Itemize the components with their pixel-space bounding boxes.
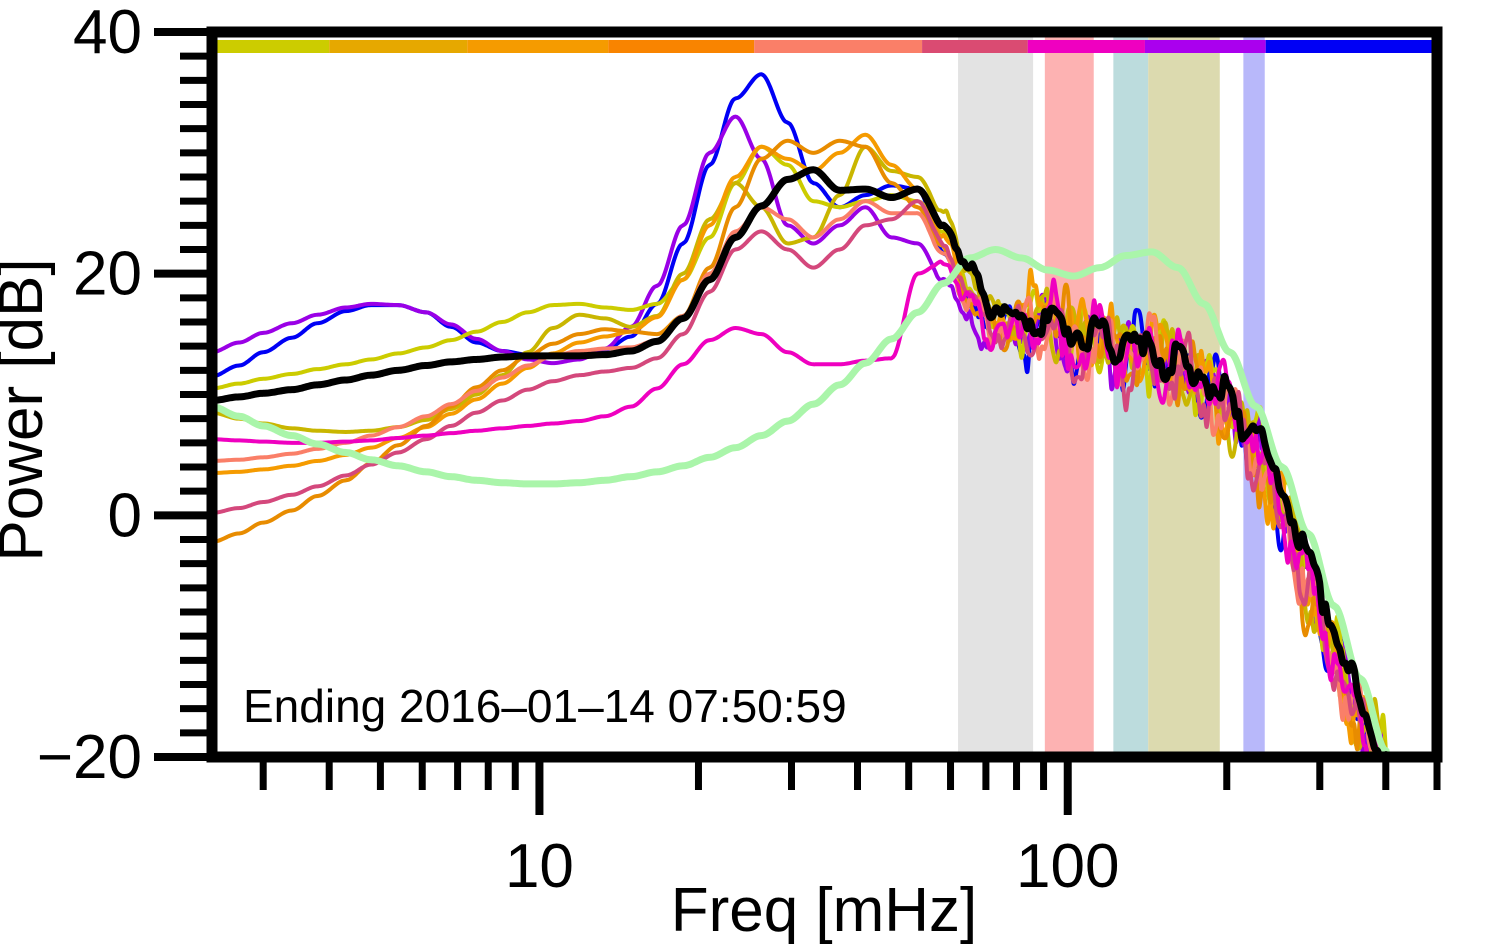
axis-ticks-layer (154, 28, 1441, 815)
band-gray (958, 33, 1034, 757)
spectrum-crimson (212, 199, 1389, 757)
mean-spectrum (212, 166, 1390, 757)
colorbar-layer (212, 40, 1437, 53)
y-tick-label: −20 (37, 723, 142, 792)
colorbar-segment-4 (754, 40, 923, 53)
axis-labels-layer: 10 100 40 20 0 −20 (37, 0, 1120, 901)
band-periwinkle (1243, 33, 1265, 757)
ending-timestamp-annotation: Ending 2016‒01‒14 07:50:59 (243, 680, 847, 732)
colorbar-segment-8 (1265, 40, 1437, 53)
colorbar-segment-7 (1144, 40, 1266, 53)
y-tick-label: 0 (108, 481, 142, 550)
spectrum-green-outlier (212, 246, 1390, 755)
band-pink (1044, 33, 1094, 757)
band-cyan (1113, 33, 1149, 757)
y-tick-label: 40 (73, 0, 142, 67)
x-axis-title: Freq [mHz] (671, 876, 978, 945)
spectra-curves-layer (212, 72, 1390, 757)
colorbar-segment-6 (1027, 40, 1145, 53)
y-axis-title: Power [dB] (0, 258, 56, 561)
colorbar-segment-5 (922, 40, 1028, 53)
colorbar-segment-2 (467, 40, 609, 53)
axes-frame-layer (206, 26, 1443, 763)
y-tick-label: 20 (73, 240, 142, 309)
x-tick-label: 100 (1016, 832, 1119, 901)
colorbar-segment-1 (329, 40, 468, 53)
x-tick-label: 10 (505, 832, 574, 901)
colorbar-segment-3 (608, 40, 755, 53)
colorbar-segment-0 (212, 40, 330, 53)
